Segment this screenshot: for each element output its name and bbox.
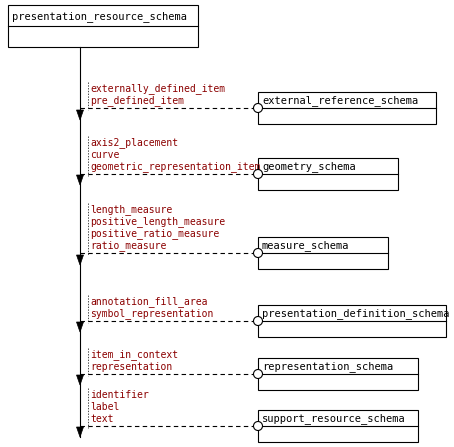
Text: identifier: identifier (90, 390, 149, 400)
Text: geometric_representation_item: geometric_representation_item (90, 161, 261, 172)
Bar (8, 5, 198, 47)
Circle shape (253, 370, 262, 379)
Bar (258, 237, 388, 269)
Bar (258, 305, 446, 337)
Circle shape (253, 316, 262, 325)
Text: text: text (90, 414, 114, 424)
Text: external_reference_schema: external_reference_schema (262, 96, 418, 106)
Bar (258, 158, 398, 190)
Text: item_in_context: item_in_context (90, 349, 178, 360)
Text: symbol_representation: symbol_representation (90, 308, 213, 319)
Polygon shape (77, 375, 84, 385)
Text: pre_defined_item: pre_defined_item (90, 95, 184, 106)
Text: positive_length_measure: positive_length_measure (90, 216, 225, 227)
Bar (258, 358, 418, 390)
Text: measure_schema: measure_schema (262, 240, 350, 251)
Text: positive_ratio_measure: positive_ratio_measure (90, 228, 219, 239)
Text: axis2_placement: axis2_placement (90, 137, 178, 148)
Bar (258, 92, 436, 124)
Polygon shape (77, 255, 84, 265)
Text: support_resource_schema: support_resource_schema (262, 413, 406, 424)
Circle shape (253, 104, 262, 113)
Polygon shape (77, 427, 84, 437)
Text: ratio_measure: ratio_measure (90, 240, 166, 251)
Circle shape (253, 422, 262, 430)
Text: presentation_definition_schema: presentation_definition_schema (262, 308, 449, 320)
Text: geometry_schema: geometry_schema (262, 161, 356, 173)
Text: annotation_fill_area: annotation_fill_area (90, 296, 207, 307)
Circle shape (253, 249, 262, 257)
Text: label: label (90, 402, 119, 412)
Text: presentation_resource_schema: presentation_resource_schema (12, 11, 187, 22)
Text: externally_defined_item: externally_defined_item (90, 83, 225, 94)
Bar (258, 410, 418, 442)
Text: curve: curve (90, 150, 119, 160)
Polygon shape (77, 322, 84, 332)
Text: representation: representation (90, 362, 172, 372)
Polygon shape (77, 175, 84, 185)
Polygon shape (77, 110, 84, 120)
Circle shape (253, 169, 262, 178)
Text: length_measure: length_measure (90, 204, 172, 215)
Text: representation_schema: representation_schema (262, 362, 393, 372)
